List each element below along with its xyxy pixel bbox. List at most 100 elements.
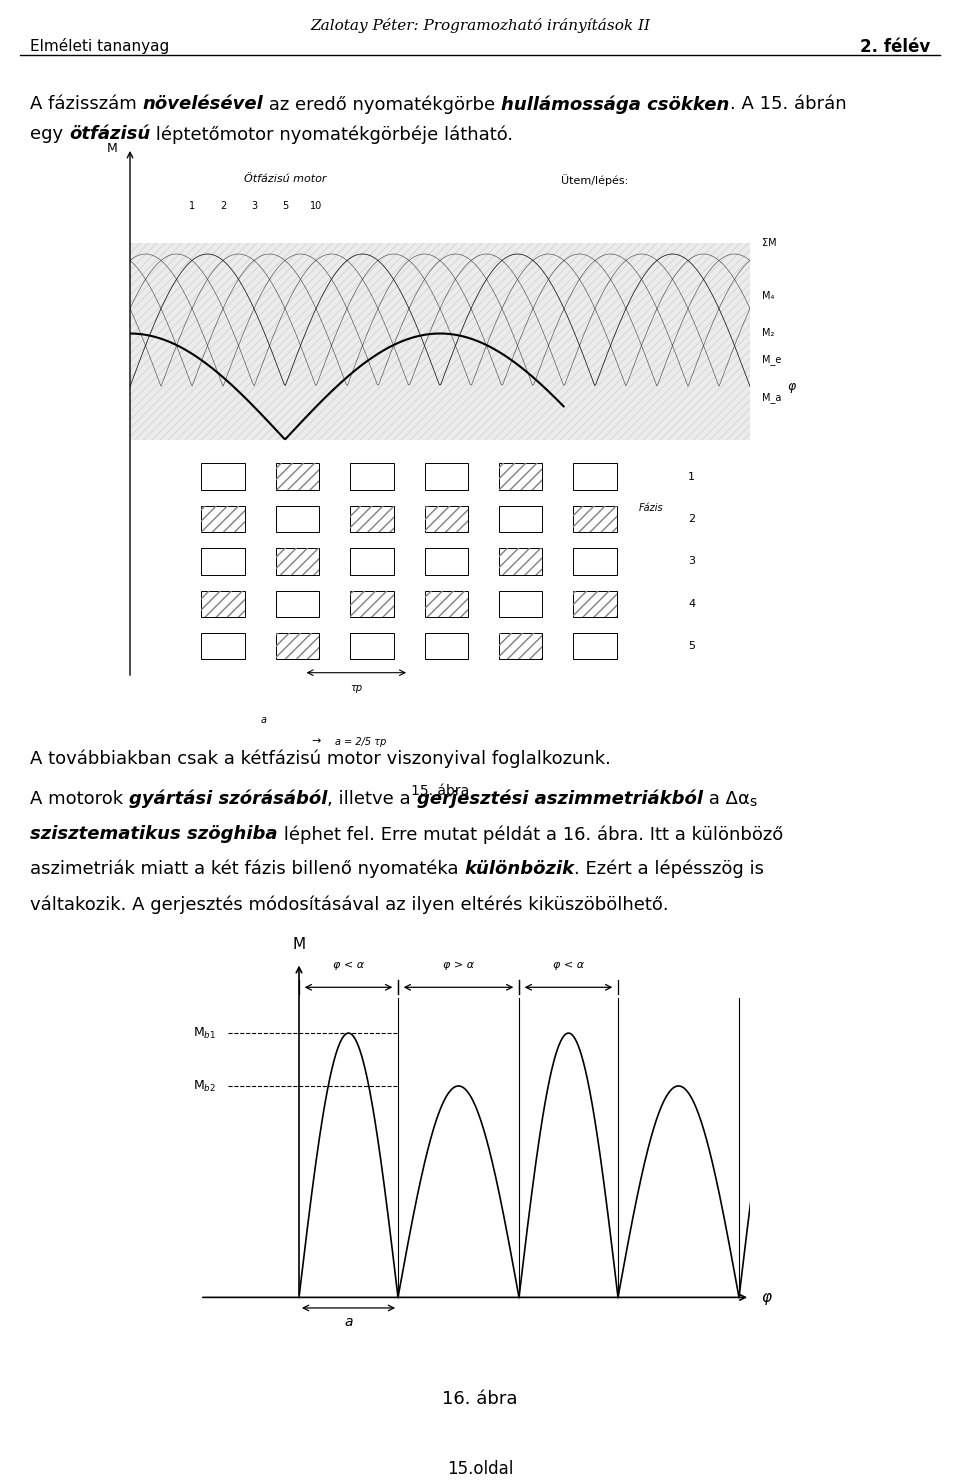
Text: Fázis: Fázis (638, 503, 663, 513)
Text: M₂: M₂ (762, 329, 775, 338)
Bar (202, 463, 245, 489)
Text: . A 15. ábrán: . A 15. ábrán (730, 95, 846, 113)
Text: φ < α: φ < α (333, 960, 364, 970)
Text: 3: 3 (688, 556, 695, 567)
Text: M₄: M₄ (762, 291, 775, 301)
Text: ötfázisú: ötfázisú (69, 125, 150, 142)
Text: Elméleti tananyag: Elméleti tananyag (30, 39, 169, 53)
Bar (276, 633, 319, 660)
Bar (424, 590, 468, 617)
Bar (499, 633, 542, 660)
Text: M$_{b2}$: M$_{b2}$ (193, 1078, 217, 1093)
Text: 1: 1 (688, 472, 695, 482)
Text: 1: 1 (189, 202, 195, 211)
Text: φ < α: φ < α (553, 960, 584, 970)
Bar (202, 506, 245, 532)
Bar (499, 463, 542, 489)
Text: τp: τp (350, 684, 362, 693)
Text: →: → (311, 737, 321, 746)
Text: gerjesztési aszimmetriákból: gerjesztési aszimmetriákból (417, 790, 703, 808)
Text: növelésével: növelésével (142, 95, 263, 113)
Bar (424, 463, 468, 489)
Bar (424, 633, 468, 660)
Text: Zalotay Péter: Programozható irányítások II: Zalotay Péter: Programozható irányítások… (310, 18, 650, 33)
Text: . Ezért a lépésszög is: . Ezért a lépésszög is (574, 860, 764, 878)
Bar (573, 463, 616, 489)
Bar (424, 506, 468, 532)
Bar (350, 549, 394, 574)
Bar (202, 506, 245, 532)
Bar (350, 506, 394, 532)
Text: φ > α: φ > α (443, 960, 474, 970)
Text: hullámossága csökken: hullámossága csökken (501, 95, 730, 114)
Bar (276, 549, 319, 574)
Bar (202, 633, 245, 660)
Text: ΣM: ΣM (762, 239, 777, 248)
Text: s: s (750, 795, 756, 810)
Text: a Δα: a Δα (703, 790, 750, 808)
Text: 5: 5 (688, 641, 695, 651)
Bar (499, 506, 542, 532)
Bar (350, 590, 394, 617)
Text: 15. ábra: 15. ábra (411, 785, 469, 798)
Bar (573, 590, 616, 617)
Text: M_a: M_a (762, 392, 781, 402)
Text: léptetőmotor nyomatékgörbéje látható.: léptetőmotor nyomatékgörbéje látható. (150, 125, 514, 144)
Text: A motorok: A motorok (30, 790, 129, 808)
Bar (424, 549, 468, 574)
Text: 5: 5 (282, 202, 288, 211)
Text: 10: 10 (310, 202, 323, 211)
Text: 2. félév: 2. félév (860, 39, 930, 56)
Text: a: a (260, 715, 266, 725)
Text: A továbbiakban csak a kétfázisú motor viszonyival foglalkozunk.: A továbbiakban csak a kétfázisú motor vi… (30, 750, 611, 768)
Bar (276, 463, 319, 489)
Bar (276, 549, 319, 574)
Bar (202, 590, 245, 617)
Text: a: a (345, 1315, 352, 1329)
Text: φ: φ (787, 380, 796, 393)
Text: 16. ábra: 16. ábra (443, 1390, 517, 1407)
Text: 2: 2 (688, 515, 695, 523)
Text: M: M (293, 937, 305, 952)
Text: aszimetriák miatt a két fázis billenő nyomatéka: aszimetriák miatt a két fázis billenő ny… (30, 860, 465, 878)
Bar (350, 463, 394, 489)
Bar (573, 506, 616, 532)
Bar (202, 549, 245, 574)
Bar (499, 549, 542, 574)
Text: M: M (107, 141, 117, 154)
Text: szisztematikus szöghiba: szisztematikus szöghiba (30, 825, 277, 842)
Text: gyártási szórásából: gyártási szórásából (129, 790, 327, 808)
Text: különbözik: különbözik (465, 860, 574, 878)
Text: 4: 4 (688, 599, 695, 610)
Bar (573, 506, 616, 532)
Text: váltakozik. A gerjesztés módosításával az ilyen eltérés kiküszöbölhető.: váltakozik. A gerjesztés módosításával a… (30, 896, 668, 914)
Text: léphet fel. Erre mutat példát a 16. ábra. Itt a különböző: léphet fel. Erre mutat példát a 16. ábra… (277, 825, 782, 844)
Bar (276, 506, 319, 532)
Text: egy: egy (30, 125, 69, 142)
Bar (499, 463, 542, 489)
Text: 3: 3 (251, 202, 257, 211)
Text: M$_{b1}$: M$_{b1}$ (193, 1026, 217, 1041)
Text: 2: 2 (220, 202, 227, 211)
Text: A fázisszám: A fázisszám (30, 95, 142, 113)
Bar (350, 590, 394, 617)
Bar (573, 549, 616, 574)
Bar (202, 590, 245, 617)
Bar (424, 590, 468, 617)
Text: az eredő nyomatékgörbe: az eredő nyomatékgörbe (263, 95, 501, 114)
Text: φ: φ (761, 1290, 771, 1305)
Bar (499, 549, 542, 574)
Bar (573, 590, 616, 617)
Bar (499, 633, 542, 660)
Text: 15.oldal: 15.oldal (446, 1459, 514, 1479)
Text: Ötfázisú motor: Ötfázisú motor (244, 175, 326, 184)
Bar (573, 633, 616, 660)
Text: , illetve a: , illetve a (327, 790, 417, 808)
Bar (424, 506, 468, 532)
Bar (350, 633, 394, 660)
Text: M_e: M_e (762, 354, 781, 365)
Text: Ütem/lépés:: Ütem/lépés: (562, 175, 629, 187)
Bar (499, 590, 542, 617)
Bar (276, 463, 319, 489)
Text: a = 2/5 τp: a = 2/5 τp (335, 737, 386, 746)
